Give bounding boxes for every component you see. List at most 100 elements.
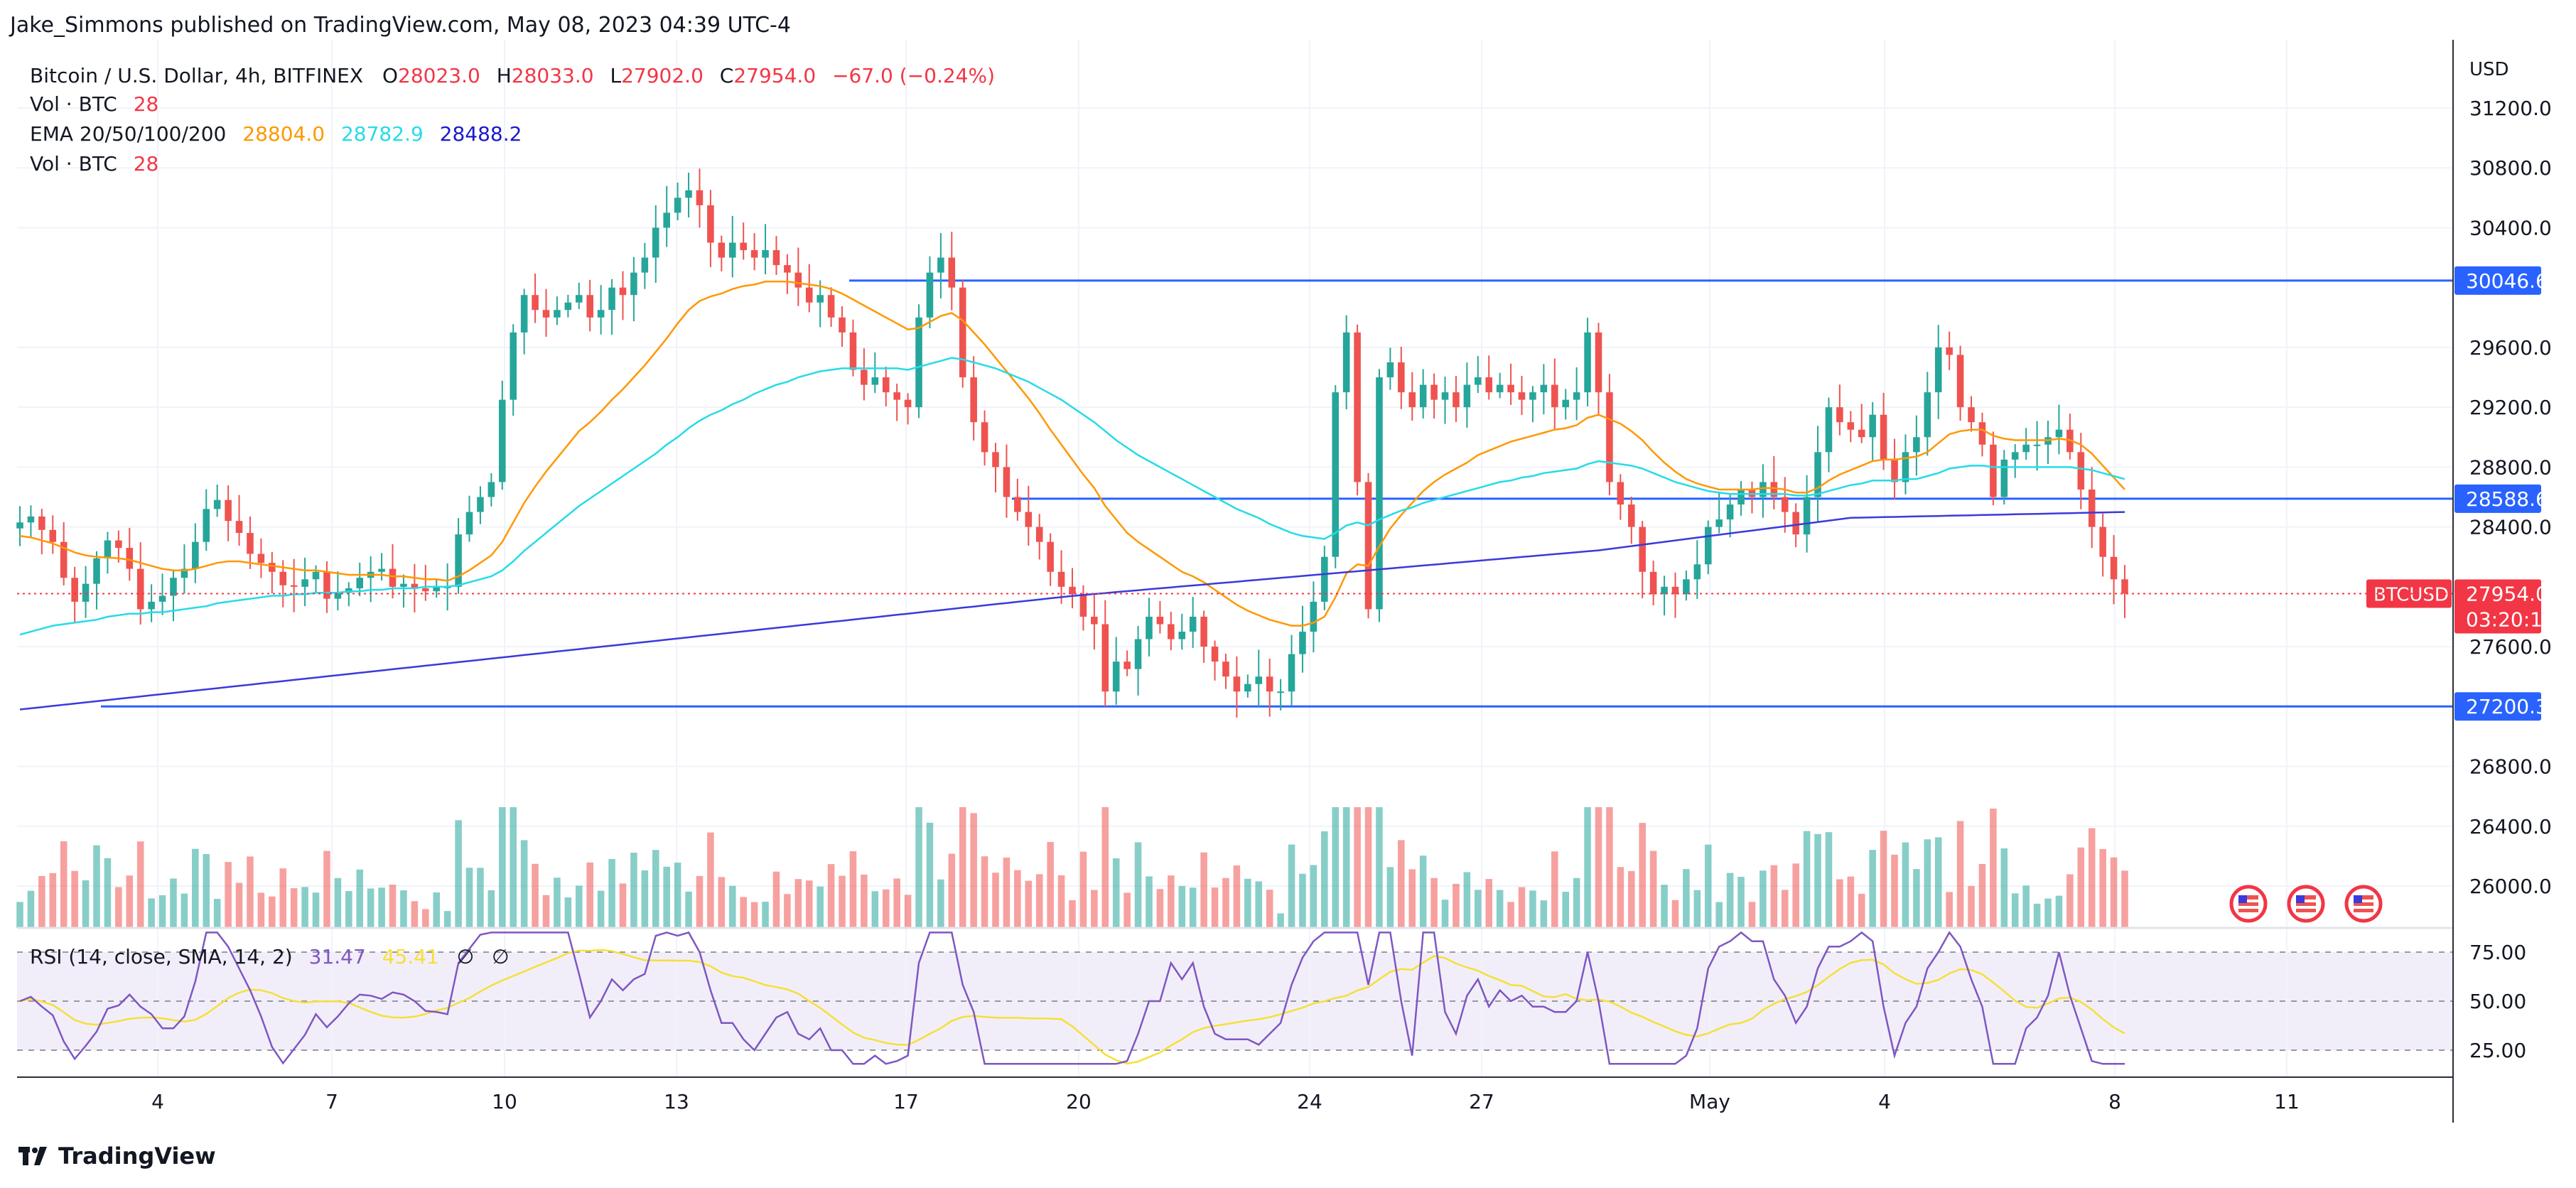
candle-body xyxy=(2088,489,2096,527)
volume-bar xyxy=(542,895,550,928)
candle-body xyxy=(290,585,298,587)
volume-bar xyxy=(433,892,441,928)
level-price-label: 27200.3 xyxy=(2466,695,2548,718)
rsi-legend[interactable]: RSI (14, close, SMA, 14, 2) 31.47 45.41 … xyxy=(30,945,512,968)
candle-body xyxy=(1156,616,1164,625)
us-flag-icon[interactable] xyxy=(2229,885,2268,923)
volume-bar xyxy=(1419,855,1427,928)
volume-bar xyxy=(1704,844,1712,928)
candle-body xyxy=(38,516,45,530)
volume-bar xyxy=(794,879,802,928)
price-tick-label: 31200.0 xyxy=(2469,97,2552,120)
candle-body xyxy=(794,272,802,288)
candle-body xyxy=(2033,444,2041,446)
ema-legend[interactable]: EMA 20/50/100/200 28804.0 28782.9 28488.… xyxy=(30,122,524,146)
volume-bar xyxy=(1573,878,1580,928)
candle-body xyxy=(1342,332,1350,393)
volume-bar xyxy=(685,891,692,928)
volume-legend-2[interactable]: Vol · BTC 28 xyxy=(30,152,161,176)
volume-bar xyxy=(1803,831,1811,928)
volume-bar xyxy=(323,850,330,928)
candle-body xyxy=(772,250,780,266)
low-value: 27902.0 xyxy=(621,64,704,87)
volume-bar xyxy=(378,887,385,928)
candle-body xyxy=(1968,407,1975,423)
candle-body xyxy=(82,583,90,602)
candle-body xyxy=(750,250,758,258)
volume-bar xyxy=(301,887,308,928)
volume-bar xyxy=(203,854,210,928)
candle-body xyxy=(1453,392,1460,408)
volume-bar xyxy=(356,869,364,928)
candle-body xyxy=(1222,662,1229,677)
volume-bar xyxy=(1277,913,1284,928)
volume-bar xyxy=(1529,890,1536,928)
volume-bar xyxy=(1649,850,1657,928)
price-tick-label: 26000.0 xyxy=(2469,875,2552,898)
volume-bar xyxy=(630,853,637,928)
candle-body xyxy=(499,399,506,482)
candle-body xyxy=(1803,497,1811,535)
candle-body xyxy=(1463,384,1471,408)
volume-bar xyxy=(1540,900,1548,928)
candle-body xyxy=(1956,355,1964,408)
candle-body xyxy=(1649,571,1657,595)
volume-bar xyxy=(1606,807,1613,928)
volume-bar xyxy=(817,886,824,928)
candle-body xyxy=(1627,504,1635,527)
candle-body xyxy=(312,571,320,580)
candle-body xyxy=(2121,579,2128,594)
candle-body xyxy=(2011,452,2019,460)
volume-bar xyxy=(1792,863,1799,928)
volume-bar xyxy=(750,902,758,928)
candle-body xyxy=(1507,384,1514,393)
volume-bar xyxy=(126,875,134,928)
candle-body xyxy=(1606,392,1613,482)
volume-bar xyxy=(762,902,769,928)
candle-body xyxy=(1770,482,1778,497)
low-label: L xyxy=(610,64,622,87)
candle-body xyxy=(2110,556,2118,580)
symbol-title[interactable]: Bitcoin / U.S. Dollar, 4h, BITFINEX xyxy=(30,64,364,87)
tradingview-footer[interactable]: TradingView xyxy=(18,1143,216,1170)
volume-bar xyxy=(926,822,934,928)
candle-body xyxy=(532,295,539,310)
candle-body xyxy=(1847,422,1855,430)
volume-bar xyxy=(520,840,528,928)
level-price-tag xyxy=(2454,266,2541,295)
volume-bar xyxy=(1091,890,1098,928)
volume-bar xyxy=(2044,898,2052,928)
candle-body xyxy=(1112,662,1120,692)
volume-bar xyxy=(422,909,429,928)
volume-bar xyxy=(499,807,506,928)
volume-bar xyxy=(937,879,944,928)
volume-bar xyxy=(1770,865,1778,928)
candle-body xyxy=(586,295,593,318)
candle-body xyxy=(247,533,254,554)
candle-body xyxy=(1836,407,1843,423)
volume-legend[interactable]: Vol · BTC 28 xyxy=(30,92,161,116)
time-tick-label: 4 xyxy=(1878,1090,1891,1113)
candle-body xyxy=(1376,377,1383,610)
candle-body xyxy=(323,571,330,599)
time-tick-label: 4 xyxy=(151,1090,164,1113)
volume-bar xyxy=(367,888,374,928)
volume-bar xyxy=(784,894,791,928)
volume-bar xyxy=(663,866,670,928)
volume-bar xyxy=(1386,867,1394,928)
volume-bar xyxy=(465,868,473,928)
price-tick-label: 27600.0 xyxy=(2469,635,2552,659)
volume-bar xyxy=(674,863,681,928)
volume-bar xyxy=(893,878,900,928)
volume-bar xyxy=(849,851,857,928)
candle-body xyxy=(608,287,615,310)
volume-bar xyxy=(1200,852,1207,928)
us-flag-icon[interactable] xyxy=(2344,885,2383,923)
candle-body xyxy=(937,257,944,273)
candle-body xyxy=(1562,399,1570,408)
volume-bar xyxy=(2011,893,2019,928)
us-flag-icon[interactable] xyxy=(2287,885,2325,923)
candle-body xyxy=(1079,594,1087,617)
volume-bar xyxy=(915,807,922,928)
